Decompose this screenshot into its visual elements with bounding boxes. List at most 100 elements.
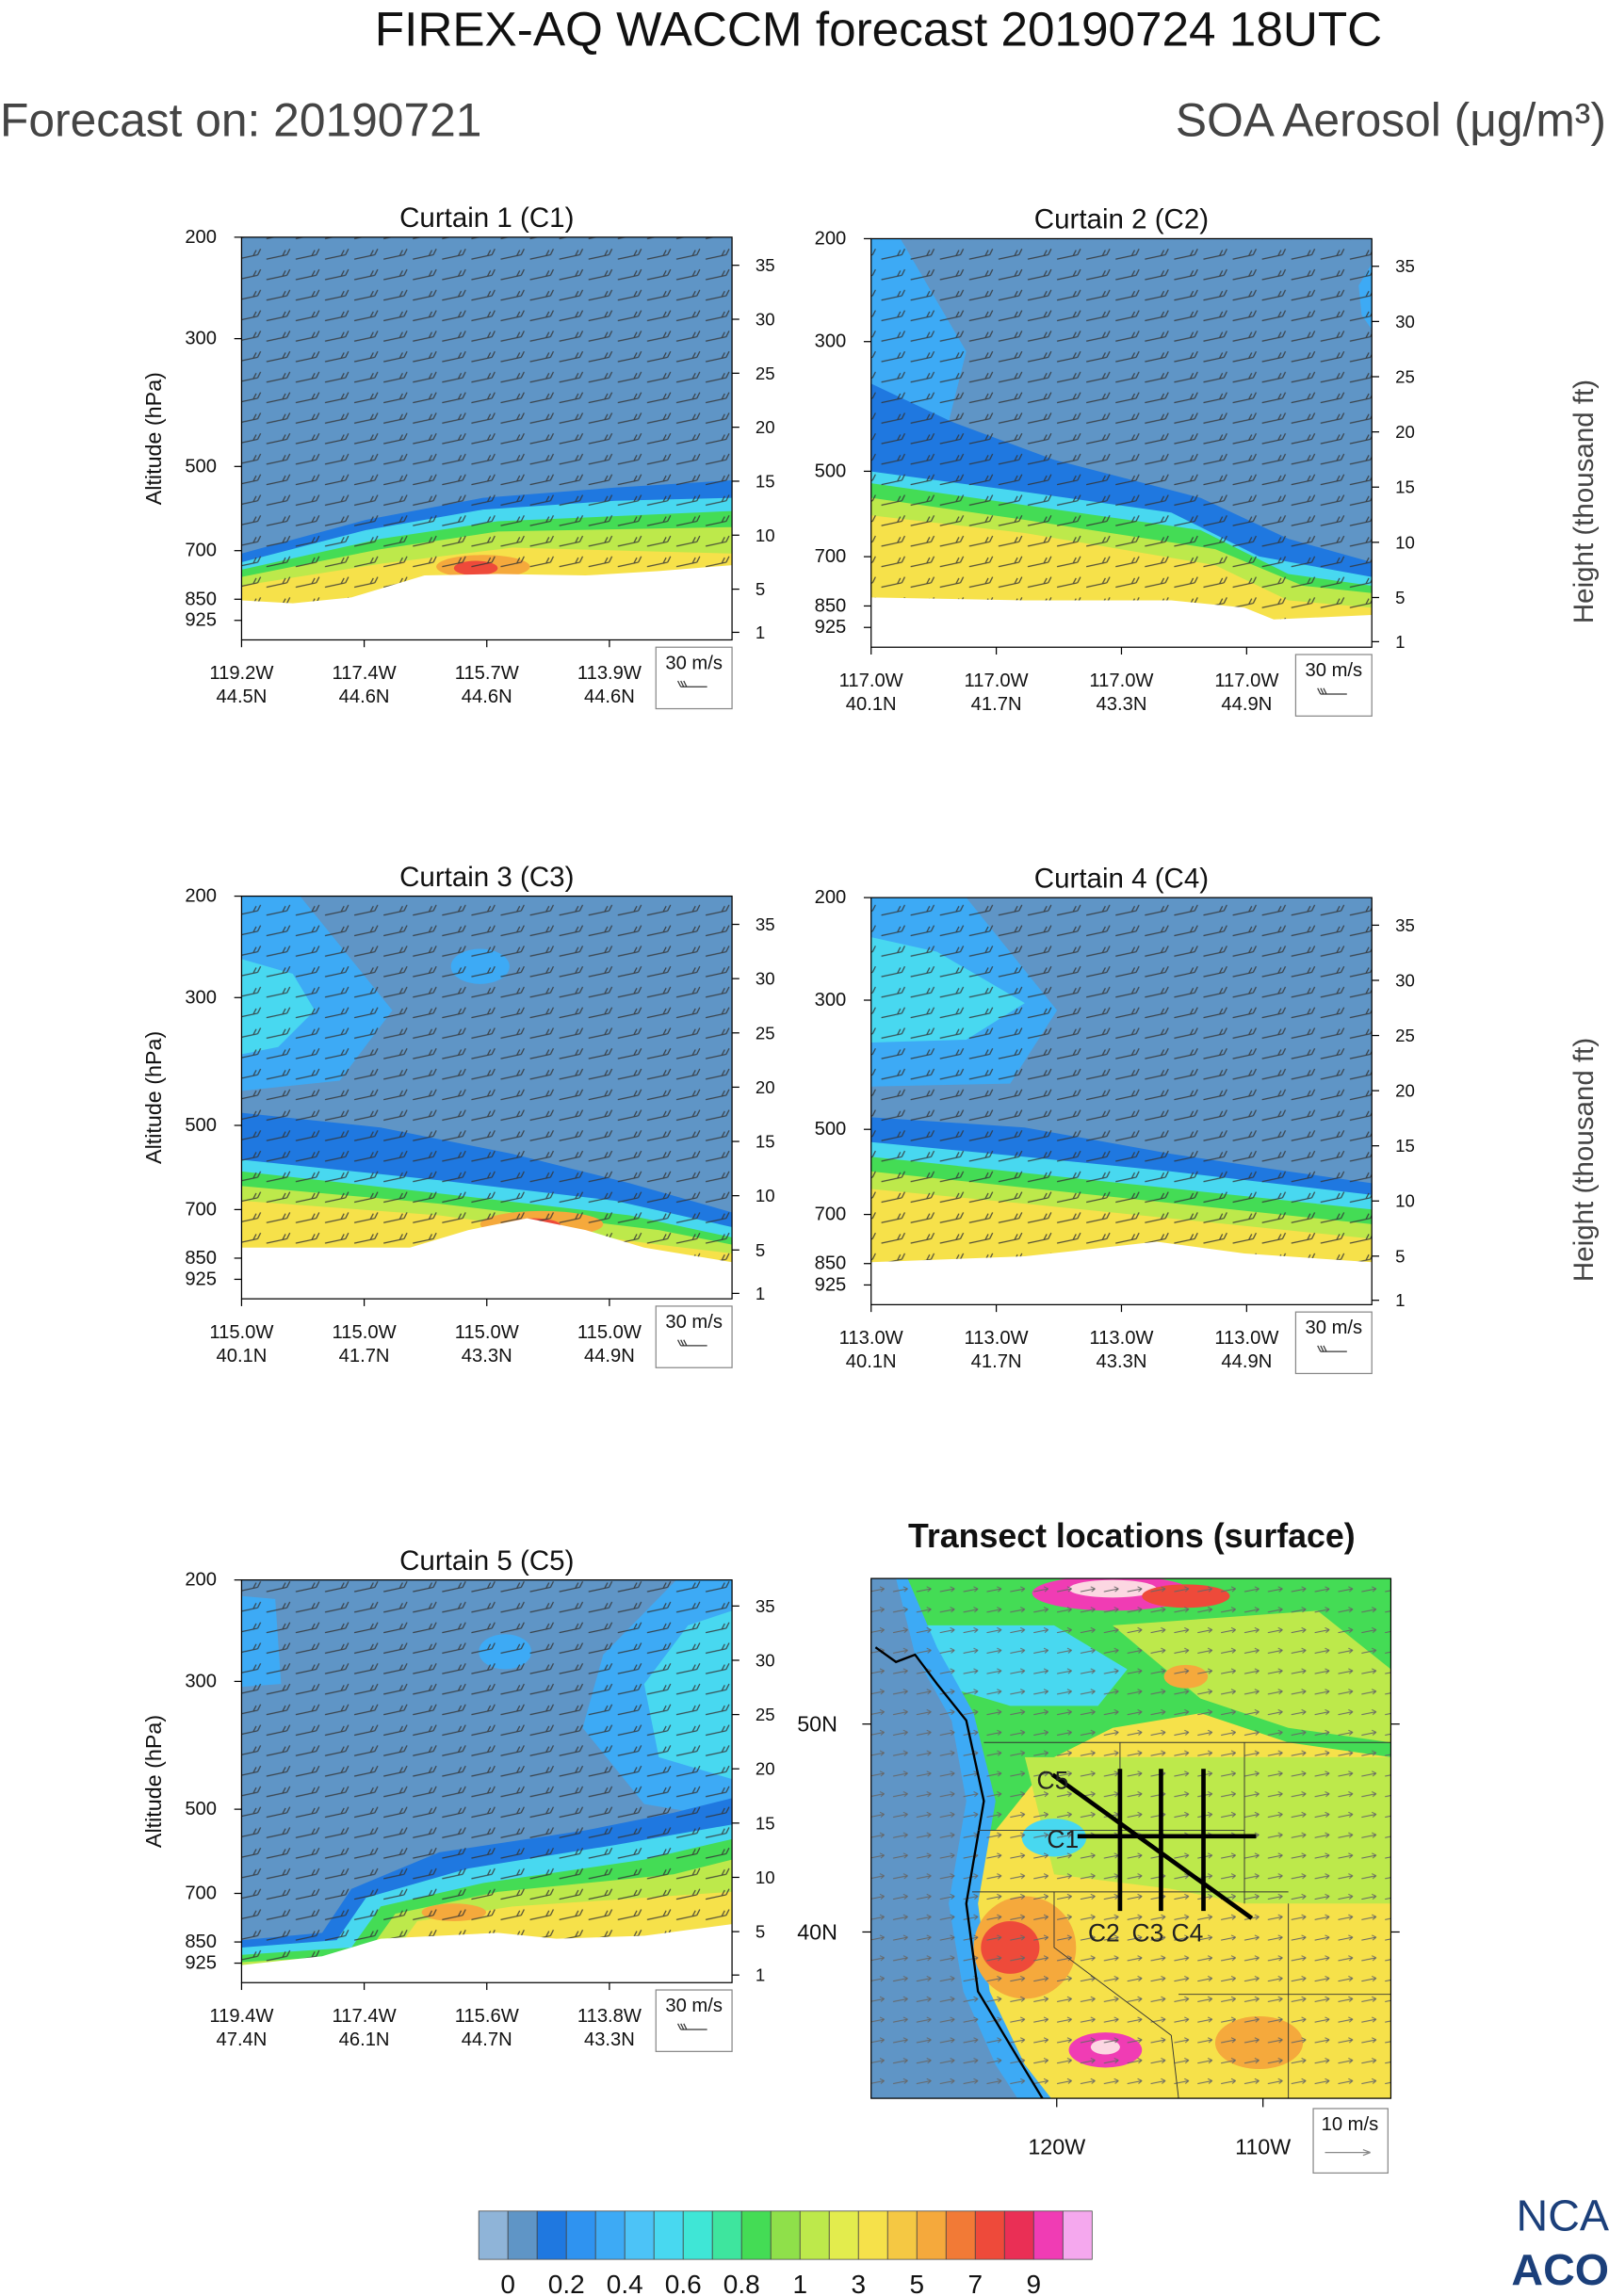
wind-key-box [1294, 654, 1373, 717]
plot-area [870, 1578, 1391, 2099]
y-tick-label: 925 [815, 1274, 847, 1295]
y2-tick-label: 35 [1395, 256, 1415, 276]
y2-tick-label: 5 [1395, 1246, 1405, 1266]
y-tick-label: 700 [815, 546, 847, 567]
x-tick-label: 41.7N [971, 1351, 1022, 1372]
y2-tick-label: 25 [1395, 1026, 1415, 1045]
y-tick-label: 700 [815, 1205, 847, 1225]
x-tick-label: 117.0W [1214, 671, 1278, 691]
y-axis-label: Altitude (hPa) [141, 1031, 166, 1164]
y2-tick-label: 35 [756, 255, 775, 275]
transect-lines [1051, 1769, 1257, 1920]
x-tick-label: 44.6N [339, 687, 390, 707]
x-tick-label: 119.4W [209, 2006, 273, 2027]
wind-key-label: 30 m/s [1306, 660, 1363, 681]
x-tick-label: 117.0W [839, 671, 903, 691]
y-tick-label: 200 [815, 887, 847, 908]
y2-tick-label: 15 [756, 471, 775, 491]
colorbar-label: 0.8 [723, 2270, 760, 2296]
x-tick-label: 40.1N [846, 694, 897, 715]
y-tick-label: 850 [815, 595, 847, 616]
x-tick-label: 41.7N [971, 694, 1022, 715]
y-tick-label: 200 [185, 886, 217, 907]
terrain [241, 565, 733, 640]
y2-tick-label: 15 [1395, 477, 1415, 497]
y2-axis-label: Height (thousand ft) [1568, 1038, 1600, 1282]
y-tick-label: 500 [815, 1119, 847, 1140]
transect-label: C5 [1037, 1767, 1069, 1795]
map-title: Transect locations (surface) [908, 1517, 1356, 1555]
x-tick-label: 44.9N [1221, 1351, 1272, 1372]
y-tick-label: 925 [815, 617, 847, 638]
x-tick-label: 119.2W [209, 663, 273, 684]
wind-key-label: 10 m/s [1322, 2114, 1379, 2135]
y2-tick-label: 10 [756, 1868, 775, 1887]
colorbar-label: 3 [851, 2270, 866, 2296]
terrain [870, 597, 1373, 648]
wind-key-barb [677, 680, 707, 687]
colorbar-box [682, 2210, 713, 2260]
y2-tick-label: 20 [756, 1759, 775, 1779]
y2-tick-label: 1 [1395, 1290, 1405, 1310]
wind-key-box [655, 646, 733, 710]
y-tick-label: 850 [185, 589, 217, 609]
wind-key-barb [1317, 1345, 1347, 1352]
x-tick-label: 47.4N [217, 2029, 268, 2050]
x-tick-label: 115.7W [455, 663, 519, 684]
wind-key-box [1312, 2108, 1389, 2175]
colorbar-box [740, 2210, 772, 2260]
y2-tick-label: 30 [1395, 970, 1415, 990]
wind-key-label: 30 m/s [665, 1996, 723, 2016]
y-tick-label: 500 [185, 456, 217, 477]
y2-tick-label: 30 [756, 969, 775, 989]
terrain [870, 1241, 1373, 1305]
colorbar-box [536, 2210, 567, 2260]
plot-area [870, 238, 1373, 648]
y-tick-label: 925 [185, 1269, 217, 1289]
terrain [241, 1924, 733, 1983]
colorbar-box [886, 2210, 918, 2260]
wind-barbs [870, 897, 1373, 1305]
x-tick-label: 43.3N [1097, 694, 1147, 715]
colorbar-label: 7 [968, 2270, 983, 2296]
wind-key-label: 30 m/s [665, 653, 723, 673]
y-tick-label: 500 [185, 1799, 217, 1819]
y2-tick-label: 30 [756, 310, 775, 330]
y2-tick-label: 10 [756, 525, 775, 545]
y2-tick-label: 5 [1395, 588, 1405, 607]
y2-tick-label: 25 [1395, 366, 1415, 386]
x-tick-label: 115.0W [333, 1322, 397, 1343]
y-tick-label: 300 [815, 331, 847, 352]
y2-axis-label: Height (thousand ft) [1568, 380, 1600, 623]
wind-key-label: 30 m/s [665, 1312, 723, 1333]
y-axis-label: Altitude (hPa) [141, 372, 166, 505]
y-axis-label: Altitude (hPa) [141, 1715, 166, 1848]
x-tick-label: 115.0W [209, 1322, 273, 1343]
coastline [874, 1646, 1044, 2099]
y-tick-label: 850 [185, 1932, 217, 1952]
y2-tick-label: 10 [1395, 1191, 1415, 1211]
wind-key-box [1294, 1311, 1373, 1375]
y-tick-label: 200 [815, 228, 847, 249]
y2-tick-label: 35 [756, 914, 775, 934]
y2-tick-label: 10 [756, 1186, 775, 1205]
plot-area [870, 897, 1373, 1305]
x-tick-label: 44.7N [462, 2029, 512, 2050]
y2-tick-label: 1 [756, 1284, 765, 1303]
x-tick-label: 113.0W [839, 1328, 903, 1349]
y2-tick-label: 35 [756, 1596, 775, 1616]
colorbar-box [478, 2210, 509, 2260]
panel-title: Curtain 3 (C3) [399, 862, 574, 893]
colorbar-box [594, 2210, 626, 2260]
wind-key-box [655, 1989, 733, 2052]
x-tick-label: 40.1N [217, 1346, 268, 1366]
y2-tick-label: 35 [1395, 915, 1415, 935]
colorbar-box [507, 2210, 538, 2260]
wind-key-barb [677, 1339, 707, 1347]
x-tick-label: 41.7N [339, 1346, 390, 1366]
logo-line: ACO [1511, 2245, 1609, 2294]
y2-tick-label: 5 [756, 1240, 765, 1260]
x-tick-label: 43.3N [584, 2029, 635, 2050]
x-tick-label: 115.0W [577, 1322, 642, 1343]
forecast-date: Forecast on: 20190721 [0, 93, 481, 146]
